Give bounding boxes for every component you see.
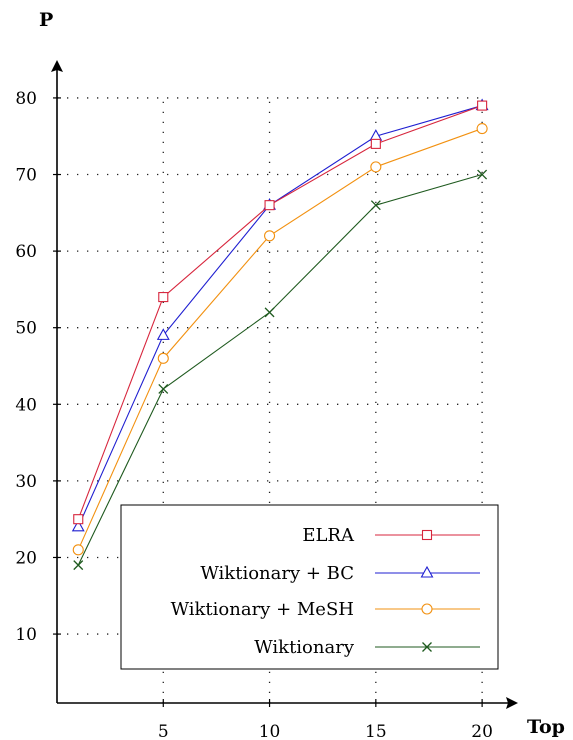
- legend-label: Wiktionary + BC: [200, 563, 354, 584]
- x-tick-label: 20: [471, 722, 493, 740]
- y-tick-label: 10: [15, 625, 37, 645]
- data-point-marker: [370, 200, 381, 211]
- legend-label: Wiktionary + MeSH: [171, 599, 354, 620]
- legend-marker: [421, 529, 433, 541]
- y-tick-label: 40: [15, 395, 37, 415]
- data-point-marker: [73, 514, 84, 525]
- series-elra: [73, 100, 488, 525]
- axes: P Top: [39, 9, 565, 738]
- data-point-marker: [476, 123, 488, 135]
- y-tick-label: 20: [15, 548, 37, 568]
- y-axis-arrow: [51, 60, 63, 72]
- legend-marker: [422, 642, 432, 652]
- legend-box: [120, 504, 499, 670]
- data-point-marker: [158, 384, 169, 394]
- y-tick-label: 70: [15, 166, 37, 186]
- y-tick-label: 60: [15, 242, 37, 262]
- x-tick-label: 15: [365, 722, 387, 740]
- series-wiktionary: [73, 169, 488, 571]
- data-point-marker: [370, 161, 382, 173]
- data-point-marker: [157, 352, 169, 364]
- data-point-marker: [73, 560, 84, 571]
- series-wiktionary-mesh: [72, 123, 488, 556]
- y-tick-label: 30: [15, 472, 37, 492]
- series-line: [77, 105, 483, 520]
- series-layer: [71, 98, 489, 571]
- legend: ELRA Wiktionary + BC Wiktionary + MeSH Wikt…: [120, 504, 499, 670]
- x-axis-title: Top: [527, 716, 565, 738]
- x-axis-arrow: [506, 697, 518, 709]
- x-tick-label: 10: [259, 722, 281, 740]
- data-point-marker: [264, 307, 275, 318]
- legend-label: ELRA: [302, 525, 355, 546]
- legend-marker: [420, 565, 434, 578]
- data-point-marker: [370, 138, 381, 149]
- series-line: [77, 105, 483, 528]
- data-point-marker: [477, 169, 488, 180]
- legend-marker: [421, 603, 433, 615]
- y-tick-label: 80: [15, 89, 37, 109]
- ticks: 5 10 15 20 10 20 30 40 50 60 70 80: [15, 89, 493, 740]
- data-point-marker: [72, 544, 84, 556]
- data-point-marker: [156, 328, 170, 340]
- y-tick-label: 50: [15, 319, 37, 339]
- y-axis-title: P: [39, 9, 53, 31]
- data-point-marker: [477, 100, 488, 111]
- series-wiktionary-bc: [71, 98, 489, 532]
- x-tick-label: 5: [158, 722, 169, 740]
- data-point-marker: [158, 292, 169, 303]
- data-point-marker: [71, 519, 85, 532]
- legend-label: Wiktionary: [254, 637, 355, 658]
- data-point-marker: [264, 200, 275, 211]
- data-point-marker: [264, 230, 276, 242]
